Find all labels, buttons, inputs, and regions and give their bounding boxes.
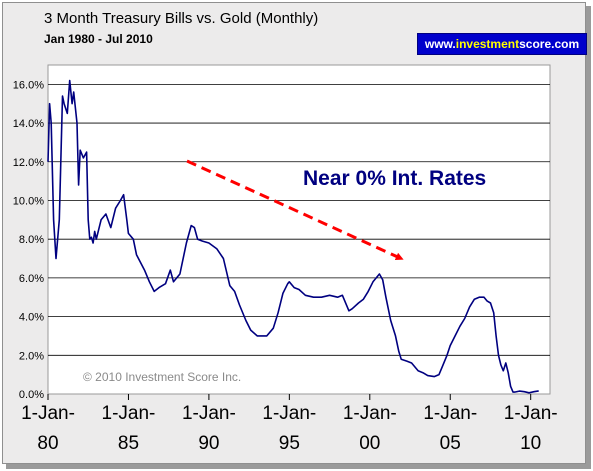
y-tick-label: 6.0%: [19, 273, 44, 285]
x-tick-label-line1: 1-Jan-: [262, 403, 316, 424]
x-tick-label-line1: 1-Jan-: [504, 403, 558, 424]
y-axis-ticks: 0.0% 2.0% 4.0% 6.0% 8.0% 10.0% 12.0% 14.0% 16.0%: [13, 79, 44, 401]
x-tick-label-line2: 85: [118, 433, 139, 454]
x-tick-label-line2: 00: [359, 433, 380, 454]
y-tick-label: 0.0%: [19, 389, 44, 401]
x-tick-label-line2: 10: [520, 433, 541, 454]
annotation-near-zero: Near 0% Int. Rates: [303, 167, 486, 190]
x-tick-label-line1: 1-Jan-: [343, 403, 397, 424]
brand-highlight: investment: [455, 37, 520, 51]
x-axis-ticks: 1-Jan- 80 1-Jan- 85 1-Jan- 90 1-Jan- 95 1-Jan- 00…: [21, 394, 558, 454]
brand-prefix: www.: [424, 37, 456, 51]
brand-link[interactable]: www.investmentscore.com: [417, 33, 587, 55]
chart-title: 3 Month Treasury Bills vs. Gold (Monthly…: [44, 10, 319, 27]
copyright-text: © 2010 Investment Score Inc.: [83, 370, 241, 384]
t-bill-rate-line: [47, 79, 539, 394]
downtrend-arrow: [186, 159, 404, 260]
x-tick-label-line1: 1-Jan-: [21, 403, 75, 424]
brand-suffix: score.com: [519, 37, 580, 51]
y-tick-label: 14.0%: [13, 118, 44, 130]
y-tick-label: 10.0%: [13, 195, 44, 207]
chart-subtitle: Jan 1980 - Jul 2010: [44, 32, 153, 46]
frame-shadow-right: [585, 6, 591, 464]
x-tick-label-line2: 90: [198, 433, 219, 454]
x-tick-label-line2: 05: [440, 433, 461, 454]
y-tick-label: 8.0%: [19, 234, 44, 246]
plot-area: [47, 64, 551, 395]
x-tick-label-line2: 80: [37, 433, 58, 454]
x-tick-label-line1: 1-Jan-: [423, 403, 477, 424]
y-tick-label: 2.0%: [19, 350, 44, 362]
y-tick-label: 4.0%: [19, 312, 44, 324]
y-tick-label: 12.0%: [13, 157, 44, 169]
x-tick-label-line1: 1-Jan-: [182, 403, 236, 424]
x-tick-label-line2: 95: [279, 433, 300, 454]
y-tick-label: 16.0%: [13, 79, 44, 91]
frame-shadow-bottom: [6, 463, 591, 469]
x-tick-label-line1: 1-Jan-: [102, 403, 156, 424]
